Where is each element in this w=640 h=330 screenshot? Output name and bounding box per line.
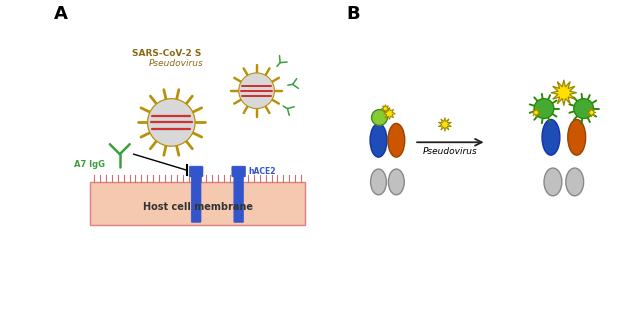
Circle shape [148,99,195,146]
Text: B: B [347,5,360,23]
Text: Pseudovirus: Pseudovirus [148,59,204,68]
Ellipse shape [388,123,404,157]
Text: hACE2: hACE2 [248,167,276,176]
Circle shape [573,99,593,118]
Ellipse shape [371,169,387,195]
Text: Pseudovirus: Pseudovirus [422,147,477,156]
FancyBboxPatch shape [90,182,305,224]
Ellipse shape [388,169,404,195]
Circle shape [372,110,387,125]
Ellipse shape [542,119,560,155]
FancyBboxPatch shape [191,170,201,222]
Text: A: A [54,5,68,23]
Circle shape [534,99,554,118]
Polygon shape [532,108,541,117]
Polygon shape [383,108,396,119]
Polygon shape [551,80,577,106]
Text: SARS-CoV-2 S: SARS-CoV-2 S [132,49,201,58]
Text: Host cell membrane: Host cell membrane [143,202,253,212]
FancyBboxPatch shape [234,170,244,222]
Polygon shape [381,105,389,113]
Ellipse shape [370,123,387,157]
Text: A7 IgG: A7 IgG [74,160,105,169]
Polygon shape [587,108,596,117]
Ellipse shape [568,119,586,155]
Ellipse shape [544,168,562,196]
Ellipse shape [566,168,584,196]
FancyBboxPatch shape [189,166,203,177]
Polygon shape [438,117,451,131]
Circle shape [239,73,275,109]
FancyBboxPatch shape [232,166,246,177]
